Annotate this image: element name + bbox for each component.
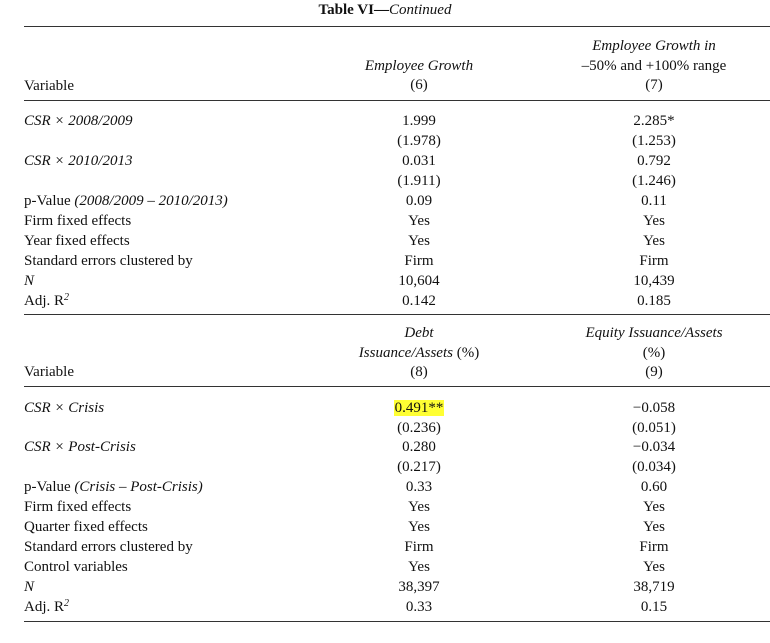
cell: 0.491** [319, 398, 519, 418]
cell: 0.031 [402, 153, 436, 169]
cell: 0.11 [641, 193, 667, 209]
highlighted-coefficient: 0.491** [393, 400, 445, 416]
cell: Firm [639, 253, 669, 269]
table-caption: Table VI—Continued [0, 1, 770, 19]
cell: (0.034) [632, 459, 676, 475]
adj-r-label: Adj. R [24, 599, 65, 615]
col8-title-line2: Issuance/Assets (%) [358, 345, 480, 361]
col9-title-line1: Equity Issuance/Assets [585, 325, 723, 341]
row-label: N [24, 579, 35, 595]
cell: Yes [643, 519, 665, 535]
pvalue-label: p-Value [24, 193, 75, 209]
cell: −0.034 [632, 439, 676, 455]
cell: −0.058 [632, 400, 676, 416]
row-label: p-Value (2008/2009 – 2010/2013) [24, 191, 228, 211]
cell: 0.33 [405, 599, 433, 615]
row-label: Firm fixed effects [24, 213, 132, 229]
row-label: Standard errors clustered by [24, 539, 193, 555]
pvalue-label-range: (Crisis – Post-Crisis) [74, 479, 203, 495]
cell: 2.285* [633, 113, 675, 129]
cell: (0.236) [397, 420, 441, 436]
row-label: N [24, 273, 35, 289]
cell: Yes [408, 499, 430, 515]
col7-title-line1: Employee Growth in [592, 38, 716, 54]
col8-number: (8) [410, 364, 428, 380]
row-label: CSR × 2010/2013 [24, 153, 133, 169]
row-label: Year fixed effects [24, 233, 130, 249]
panel2-header-rule [24, 386, 770, 387]
cell: (1.246) [632, 173, 676, 189]
cell: 0.185 [637, 293, 671, 309]
cell: 0.33 [405, 479, 433, 495]
cell: Yes [408, 233, 430, 249]
cell: (1.911) [397, 173, 441, 189]
cell: Yes [408, 213, 430, 229]
pvalue-label: p-Value [24, 479, 75, 495]
col7-number: (7) [645, 77, 663, 93]
cell: (0.217) [397, 459, 441, 475]
cell: 0.280 [402, 439, 436, 455]
row-label: Firm fixed effects [24, 499, 132, 515]
cell: Yes [408, 559, 430, 575]
row-label: Adj. R2 [24, 291, 69, 311]
table-title-dash: — [373, 2, 389, 18]
cell: 38,397 [398, 579, 440, 595]
col7-title-line2: –50% and +100% range [581, 58, 727, 74]
row-label: CSR × Crisis [24, 400, 105, 416]
row-label: CSR × 2008/2009 [24, 113, 133, 129]
table-title-lead: Table VI [318, 2, 374, 18]
cell: Yes [643, 559, 665, 575]
cell: (0.051) [632, 420, 676, 436]
adj-r-exponent: 2 [64, 598, 70, 609]
col9-number: (9) [645, 364, 663, 380]
cell: 0.15 [640, 599, 668, 615]
panel-divider-rule [24, 314, 770, 315]
cell: Yes [643, 499, 665, 515]
row-label: CSR × Post-Crisis [24, 439, 136, 455]
adj-r-exponent: 2 [64, 292, 70, 303]
cell: 38,719 [633, 579, 675, 595]
top-rule [24, 26, 770, 27]
cell: Yes [408, 519, 430, 535]
row-label: Control variables [24, 559, 128, 575]
cell: Firm [639, 539, 669, 555]
row-label: Standard errors clustered by [24, 253, 193, 269]
row-label: Adj. R2 [24, 597, 69, 617]
cell: (1.253) [632, 133, 676, 149]
row-label: Quarter fixed effects [24, 519, 148, 535]
col6-number: (6) [410, 77, 428, 93]
cell: Yes [643, 213, 665, 229]
cell: 10,439 [633, 273, 675, 289]
table-title-continued: Continued [388, 2, 452, 18]
cell: 0.792 [637, 153, 671, 169]
adj-r-label: Adj. R [24, 293, 65, 309]
col8-title-line1: Debt [404, 325, 434, 341]
cell: (1.978) [397, 133, 441, 149]
row-label: p-Value (Crisis – Post-Crisis) [24, 477, 203, 497]
cell: Firm [404, 253, 434, 269]
cell: 10,604 [398, 273, 440, 289]
col6-title: Employee Growth [364, 58, 474, 74]
pvalue-label-range: (2008/2009 – 2010/2013) [74, 193, 228, 209]
panel2-variable-header: Variable [24, 364, 74, 380]
panel1-header-rule [24, 100, 770, 101]
cell: 0.142 [402, 293, 436, 309]
col9-title-line2: (%) [642, 345, 666, 361]
cell: Yes [643, 233, 665, 249]
cell: 0.60 [640, 479, 668, 495]
bottom-rule [24, 621, 770, 622]
cell: Firm [404, 539, 434, 555]
cell: 1.999 [402, 113, 436, 129]
panel1-variable-header: Variable [24, 78, 74, 94]
cell: 0.09 [405, 193, 433, 209]
